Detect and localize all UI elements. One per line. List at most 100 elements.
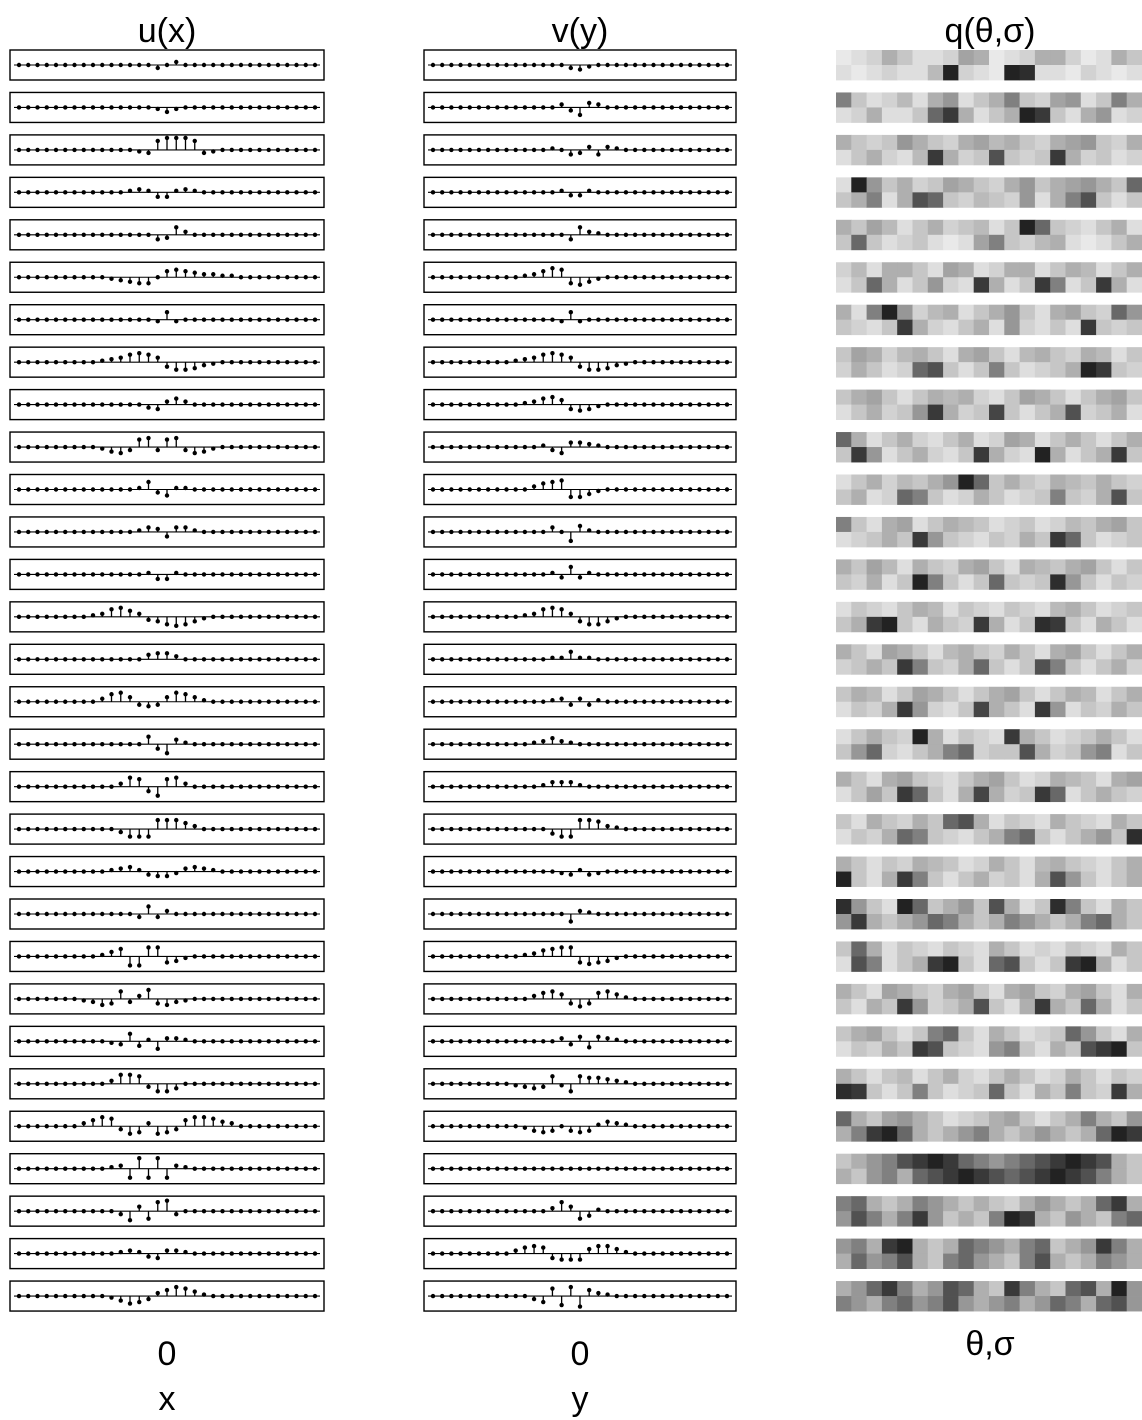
v-point	[568, 65, 574, 71]
v-point	[485, 1081, 491, 1087]
u-point	[211, 1293, 216, 1299]
q-cell	[1019, 744, 1036, 760]
v-point	[642, 1124, 647, 1129]
v-point	[724, 1081, 730, 1087]
v-point	[541, 1299, 546, 1305]
q-cell	[1034, 347, 1051, 363]
q-cell	[1096, 686, 1112, 703]
q-cell	[851, 92, 867, 108]
v-point	[697, 826, 702, 832]
q-cell	[1019, 1253, 1036, 1269]
v-point	[513, 1293, 518, 1299]
q-cell	[1050, 871, 1066, 887]
u-point	[44, 275, 49, 280]
u-point	[137, 963, 142, 968]
u-point	[81, 699, 86, 704]
q-cell	[943, 744, 959, 760]
u-point	[183, 740, 188, 745]
v-point	[541, 190, 546, 195]
q-cell	[1096, 856, 1112, 872]
q-cell	[912, 616, 929, 633]
v-point	[651, 62, 656, 68]
q-cell	[836, 899, 852, 915]
q-cell	[943, 1253, 959, 1269]
q-cell	[1126, 899, 1142, 915]
q-cell	[1080, 829, 1097, 845]
v-point	[495, 1293, 500, 1299]
q-cell	[881, 1168, 898, 1185]
v-point	[577, 960, 583, 965]
v-point	[688, 1081, 693, 1087]
q-cell	[1019, 574, 1036, 590]
q-cell	[881, 149, 898, 166]
q-cell	[1080, 404, 1097, 420]
u-point	[35, 784, 40, 789]
v-point	[623, 444, 629, 450]
q-cell	[1034, 744, 1051, 760]
u-point	[229, 529, 234, 535]
u-point	[211, 232, 216, 237]
v-point	[430, 147, 436, 153]
u-point	[238, 614, 244, 620]
q-cell	[989, 134, 1005, 151]
v-point	[541, 1166, 546, 1171]
v-point	[577, 408, 583, 413]
u-row	[9, 686, 325, 718]
u-point	[183, 998, 188, 1003]
u-point	[146, 479, 151, 485]
q-cell	[1034, 304, 1051, 321]
u-point	[229, 1039, 234, 1044]
v-point	[531, 317, 537, 322]
q-cell	[1111, 601, 1128, 618]
u-point	[257, 105, 262, 110]
u-point	[183, 317, 188, 322]
v-point	[513, 996, 518, 1002]
u-point	[238, 1039, 244, 1044]
q-cell	[1126, 1253, 1142, 1269]
v-point	[623, 657, 629, 662]
u-point	[16, 614, 22, 620]
v-point	[688, 1124, 693, 1129]
u-point	[118, 147, 123, 153]
v-point	[724, 614, 730, 620]
v-point	[586, 279, 592, 284]
q-cell	[851, 404, 867, 420]
q-cell	[881, 92, 898, 108]
v-point	[697, 62, 702, 68]
v-point	[632, 105, 638, 110]
u-point	[100, 826, 105, 832]
q-cell	[958, 1238, 975, 1254]
q-cell	[912, 149, 929, 166]
v-point	[651, 869, 656, 874]
u-point	[90, 359, 96, 365]
u-point	[100, 1081, 105, 1087]
u-point	[155, 1156, 160, 1161]
q-row	[836, 983, 1142, 1015]
v-point	[541, 699, 546, 704]
q-cell	[943, 234, 959, 251]
v-point	[688, 911, 693, 917]
q-cell	[989, 786, 1005, 803]
v-point	[568, 779, 574, 785]
q-cell	[836, 1211, 852, 1227]
v-point	[430, 1039, 436, 1044]
v-point	[688, 1251, 693, 1256]
u-point	[201, 784, 207, 789]
u-point	[229, 742, 234, 747]
q-cell	[1050, 474, 1066, 490]
q-cell	[866, 829, 883, 845]
u-point	[109, 529, 114, 535]
v-point	[697, 359, 702, 365]
q-cell	[943, 771, 959, 788]
q-cell	[1034, 474, 1051, 490]
v-point	[642, 1081, 647, 1087]
v-point	[632, 996, 638, 1002]
v-point	[550, 105, 555, 110]
u-point	[192, 487, 197, 492]
q-cell	[1096, 601, 1112, 618]
v-point	[614, 911, 619, 917]
v-point	[614, 1246, 619, 1252]
v-point	[449, 657, 454, 662]
v-point	[596, 572, 601, 577]
u-point	[155, 1290, 160, 1296]
